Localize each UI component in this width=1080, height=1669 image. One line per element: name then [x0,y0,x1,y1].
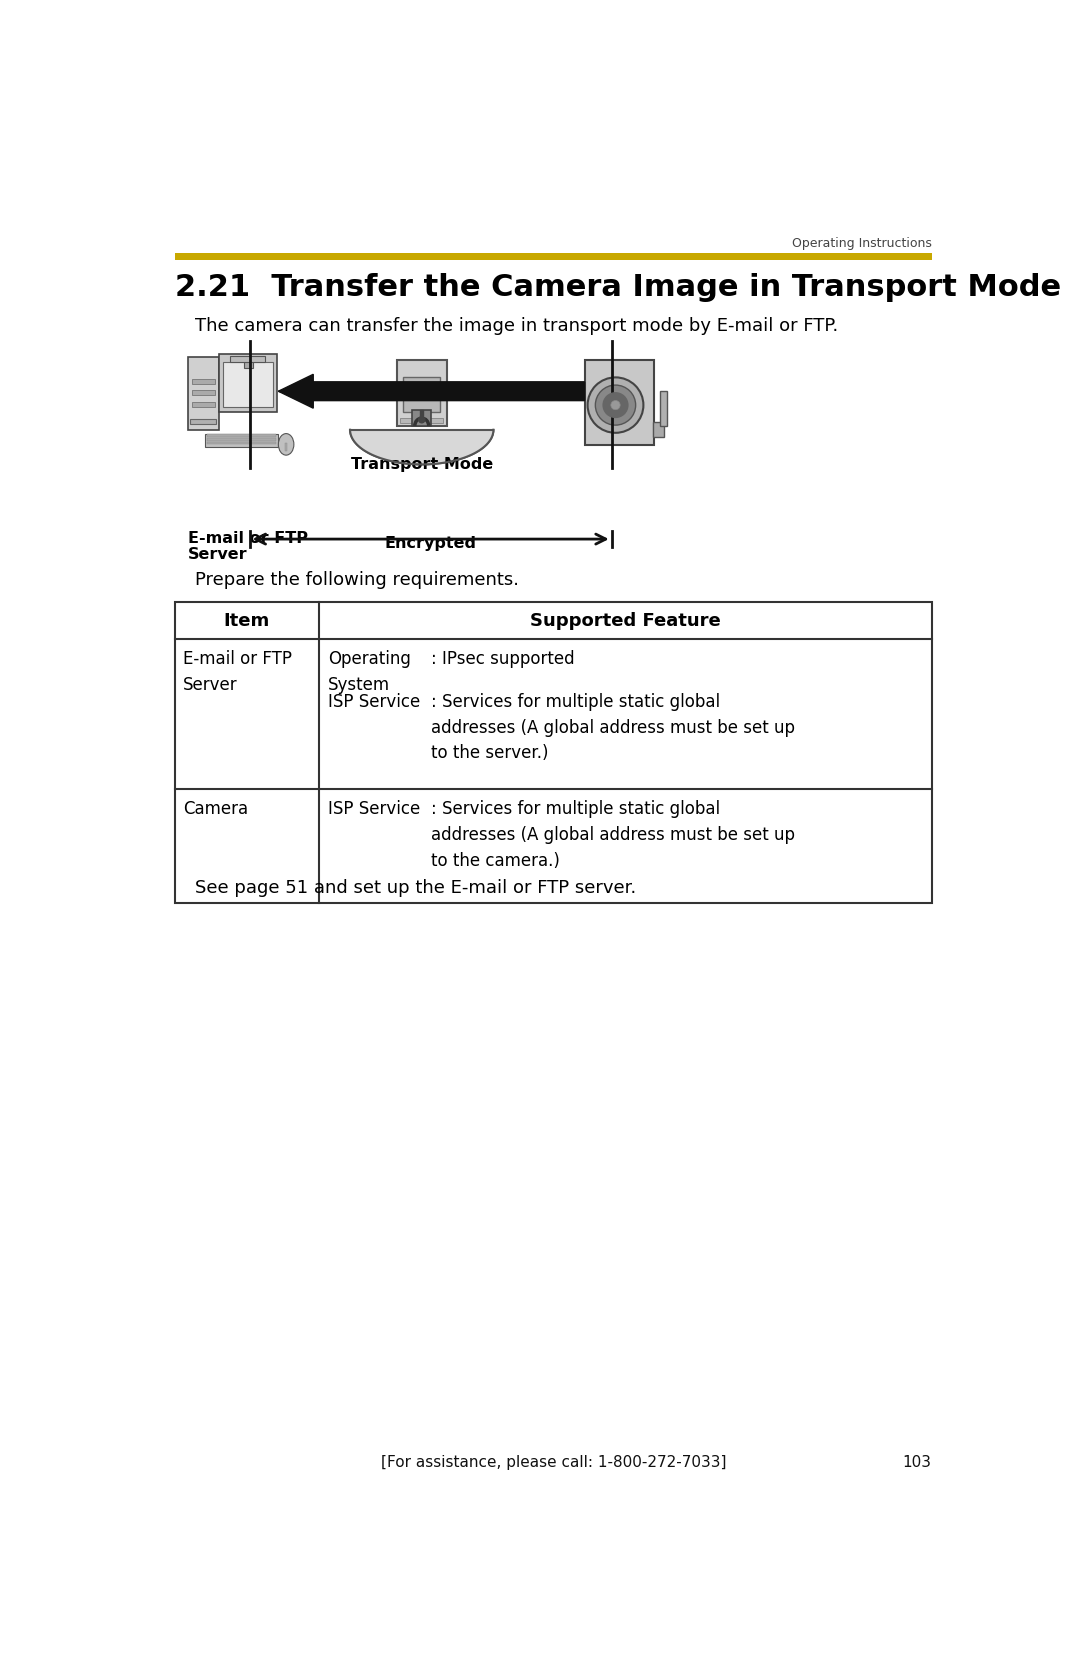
Circle shape [419,417,424,422]
Text: See page 51 and set up the E-mail or FTP server.: See page 51 and set up the E-mail or FTP… [194,880,636,898]
Text: Prepare the following requirements.: Prepare the following requirements. [194,571,518,589]
Text: Operating Instructions: Operating Instructions [792,237,932,250]
Bar [207,442,276,444]
Bar [400,419,444,422]
Text: Camera: Camera [183,799,248,818]
Bar [191,379,215,384]
Bar [349,391,496,429]
Bar [413,411,431,426]
Bar [207,434,276,437]
Text: Supported Feature: Supported Feature [530,613,720,629]
Bar [222,362,273,407]
Bar [218,354,276,412]
Text: ISP Service: ISP Service [328,799,420,818]
Bar [191,402,215,407]
Text: Server: Server [188,547,247,562]
Text: Operating
System: Operating System [328,649,410,694]
Bar [207,439,276,441]
Bar [403,377,441,412]
Bar [652,422,664,437]
Text: Encrypted: Encrypted [384,536,476,551]
Ellipse shape [350,396,494,464]
Text: : Services for multiple static global
addresses (A global address must be set up: : Services for multiple static global ad… [431,693,795,763]
Polygon shape [279,382,584,401]
Bar [175,252,932,260]
Circle shape [588,377,644,432]
Polygon shape [350,429,494,464]
Text: Transport Mode: Transport Mode [351,457,492,472]
Bar [584,361,654,446]
Text: Item: Item [224,613,270,629]
Text: [For assistance, please call: 1-800-272-7033]: [For assistance, please call: 1-800-272-… [381,1455,726,1470]
Bar [175,603,932,903]
Circle shape [611,401,620,409]
Text: : IPsec supported: : IPsec supported [431,649,575,668]
Bar [230,355,266,362]
Bar [285,442,287,451]
Polygon shape [279,374,584,409]
Ellipse shape [279,434,294,456]
Text: ISP Service: ISP Service [328,693,420,711]
Text: 2.21  Transfer the Camera Image in Transport Mode: 2.21 Transfer the Camera Image in Transp… [175,274,1062,302]
Text: : Services for multiple static global
addresses (A global address must be set up: : Services for multiple static global ad… [431,799,795,870]
Bar [397,361,446,426]
Bar [188,357,218,429]
Bar [190,419,216,424]
Bar [420,411,423,416]
Text: The camera can transfer the image in transport mode by E-mail or FTP.: The camera can transfer the image in tra… [194,317,838,335]
Text: 103: 103 [903,1455,932,1470]
Bar [661,391,666,426]
Text: E-mail or FTP: E-mail or FTP [188,531,308,546]
Bar [205,434,279,447]
Bar [191,391,215,396]
Bar [243,357,253,369]
Circle shape [595,386,636,426]
Circle shape [603,392,627,417]
Text: E-mail or FTP
Server: E-mail or FTP Server [183,649,292,694]
